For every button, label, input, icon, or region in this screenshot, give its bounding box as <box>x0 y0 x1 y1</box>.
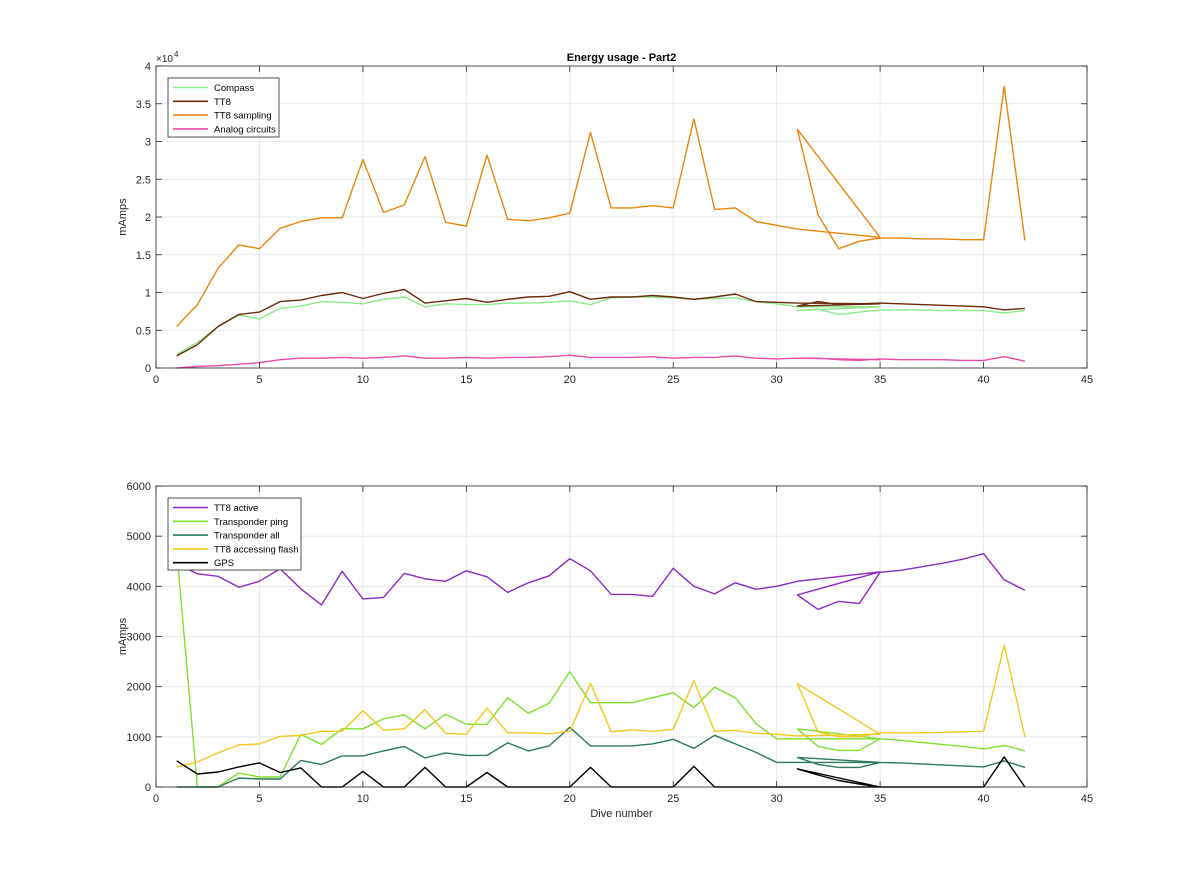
legend-label: Compass <box>214 83 254 94</box>
bottom-y-axis-label: mAmps <box>117 617 129 655</box>
y-tick-label: 3.5 <box>136 99 151 111</box>
x-tick-label: 0 <box>153 374 159 386</box>
top-y-exponent-power: 4 <box>174 50 179 59</box>
legend-item-tt8[interactable]: TT8 <box>173 97 231 108</box>
top-y-exponent: ×10 4 <box>156 50 179 65</box>
y-tick-label: 1 <box>145 288 151 300</box>
y-tick-label: 4000 <box>127 581 151 593</box>
legend-item-analog-circuits[interactable]: Analog circuits <box>173 124 276 135</box>
y-tick-label: 2.5 <box>136 174 151 186</box>
top-y-axis-label: mAmps <box>117 198 129 236</box>
top-ticks: 0 5 10 15 20 25 30 35 40 45 0 0.5 1 1.5 2 2.5 3 3.5 4 <box>136 61 1093 386</box>
series-line-tt8-accessing-flash <box>176 644 1026 768</box>
top-y-exponent-base: ×10 <box>156 54 173 65</box>
series-line-analog-circuits <box>176 354 1026 369</box>
y-tick-label: 0 <box>145 363 151 375</box>
y-tick-label: 0.5 <box>136 325 151 337</box>
x-tick-label: 20 <box>564 793 576 805</box>
series-line-transponder-all <box>176 726 1026 788</box>
x-tick-label: 30 <box>771 374 783 386</box>
series-line-tt8-active <box>176 553 1026 611</box>
y-tick-label: 0 <box>145 782 151 794</box>
legend-box <box>167 497 302 571</box>
series-line-transponder-ping <box>176 551 1026 788</box>
legend-item-gps[interactable]: GPS <box>173 558 234 569</box>
legend-item-transponder-ping[interactable]: Transponder ping <box>173 517 288 528</box>
bottom-legend[interactable]: TT8 active Transponder ping Transponder al… <box>167 497 302 571</box>
x-tick-label: 45 <box>1081 793 1093 805</box>
legend-label: GPS <box>214 558 234 569</box>
x-tick-label: 45 <box>1081 374 1093 386</box>
legend-item-tt8-active[interactable]: TT8 active <box>173 503 258 514</box>
bottom-panel: 0 5 10 15 20 25 30 35 40 45 0 1000 2000 3000 4000 5000 6… <box>117 481 1093 820</box>
y-tick-label: 2 <box>145 212 151 224</box>
legend-label: Transponder all <box>214 531 280 542</box>
x-tick-label: 25 <box>667 793 679 805</box>
x-tick-label: 15 <box>460 793 472 805</box>
legend-item-tt8-sampling[interactable]: TT8 sampling <box>173 111 272 122</box>
top-chart-title: Energy usage - Part2 <box>567 52 676 64</box>
y-tick-label: 5000 <box>127 531 151 543</box>
bottom-x-axis-label: Dive number <box>590 808 653 820</box>
x-tick-label: 10 <box>357 793 369 805</box>
y-tick-label: 3 <box>145 137 151 149</box>
top-legend[interactable]: Compass TT8 TT8 sampling Analog circuits <box>167 77 280 138</box>
x-tick-label: 5 <box>256 793 262 805</box>
x-tick-label: 15 <box>460 374 472 386</box>
x-tick-label: 40 <box>977 374 989 386</box>
legend-item-tt8-accessing-flash[interactable]: TT8 accessing flash <box>173 544 298 555</box>
x-tick-label: 35 <box>874 793 886 805</box>
x-tick-label: 10 <box>357 374 369 386</box>
x-tick-label: 30 <box>771 793 783 805</box>
legend-label: TT8 accessing flash <box>214 544 298 555</box>
legend-label: TT8 <box>214 97 231 108</box>
x-tick-label: 40 <box>977 793 989 805</box>
series-line-tt8-sampling <box>176 85 1026 327</box>
y-tick-label: 4 <box>145 61 151 73</box>
top-series-lines <box>176 85 1026 369</box>
x-tick-label: 25 <box>667 374 679 386</box>
legend-item-compass[interactable]: Compass <box>173 83 254 94</box>
x-tick-label: 0 <box>153 793 159 805</box>
x-tick-label: 5 <box>256 374 262 386</box>
bottom-ticks: 0 5 10 15 20 25 30 35 40 45 0 1000 2000 3000 4000 5000 6… <box>127 481 1094 805</box>
y-tick-label: 1000 <box>127 732 151 744</box>
legend-label: TT8 sampling <box>214 111 272 122</box>
x-tick-label: 35 <box>874 374 886 386</box>
top-panel: 0 5 10 15 20 25 30 35 40 45 0 0.5 1 1.5 2 2.5 3 3.5 4 Ener… <box>117 50 1093 386</box>
y-tick-label: 1.5 <box>136 250 151 262</box>
x-tick-label: 20 <box>564 374 576 386</box>
y-tick-label: 6000 <box>127 481 151 493</box>
y-tick-label: 2000 <box>127 682 151 694</box>
legend-label: TT8 active <box>214 503 258 514</box>
legend-label: Analog circuits <box>214 124 276 135</box>
y-tick-label: 3000 <box>127 632 151 644</box>
legend-item-transponder-all[interactable]: Transponder all <box>173 531 280 542</box>
series-line-tt8 <box>176 288 1025 357</box>
legend-label: Transponder ping <box>214 517 288 528</box>
